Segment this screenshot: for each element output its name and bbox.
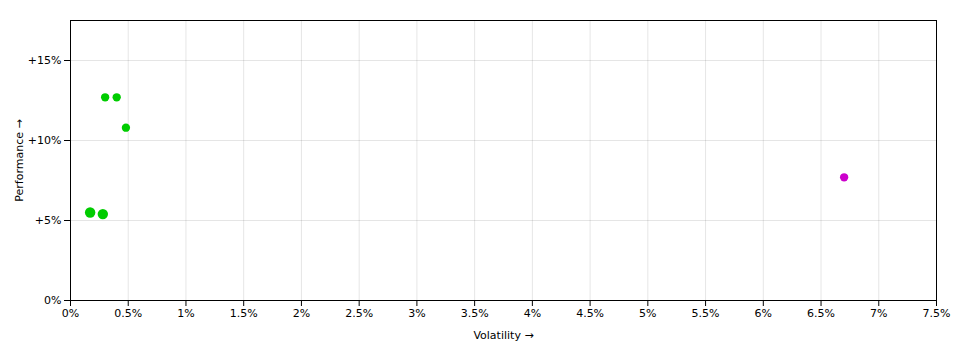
svg-text:5%: 5%	[639, 307, 656, 320]
svg-text:1.5%: 1.5%	[230, 307, 258, 320]
svg-text:3%: 3%	[408, 307, 425, 320]
svg-text:0.5%: 0.5%	[114, 307, 142, 320]
svg-text:+10%: +10%	[28, 134, 62, 147]
svg-text:4.5%: 4.5%	[576, 307, 604, 320]
svg-text:+5%: +5%	[35, 214, 62, 227]
svg-text:Volatility →: Volatility →	[473, 329, 533, 342]
svg-text:7%: 7%	[870, 307, 887, 320]
svg-text:7.5%: 7.5%	[923, 307, 951, 320]
svg-text:3.5%: 3.5%	[461, 307, 489, 320]
svg-text:6%: 6%	[755, 307, 772, 320]
svg-text:Performance →: Performance →	[13, 119, 26, 201]
svg-text:0%: 0%	[44, 294, 61, 307]
svg-text:+15%: +15%	[28, 54, 62, 67]
svg-text:4%: 4%	[524, 307, 541, 320]
svg-text:1%: 1%	[177, 307, 194, 320]
svg-text:0%: 0%	[62, 307, 79, 320]
svg-text:2%: 2%	[293, 307, 310, 320]
svg-text:6.5%: 6.5%	[807, 307, 835, 320]
svg-text:5.5%: 5.5%	[692, 307, 720, 320]
svg-text:2.5%: 2.5%	[345, 307, 373, 320]
